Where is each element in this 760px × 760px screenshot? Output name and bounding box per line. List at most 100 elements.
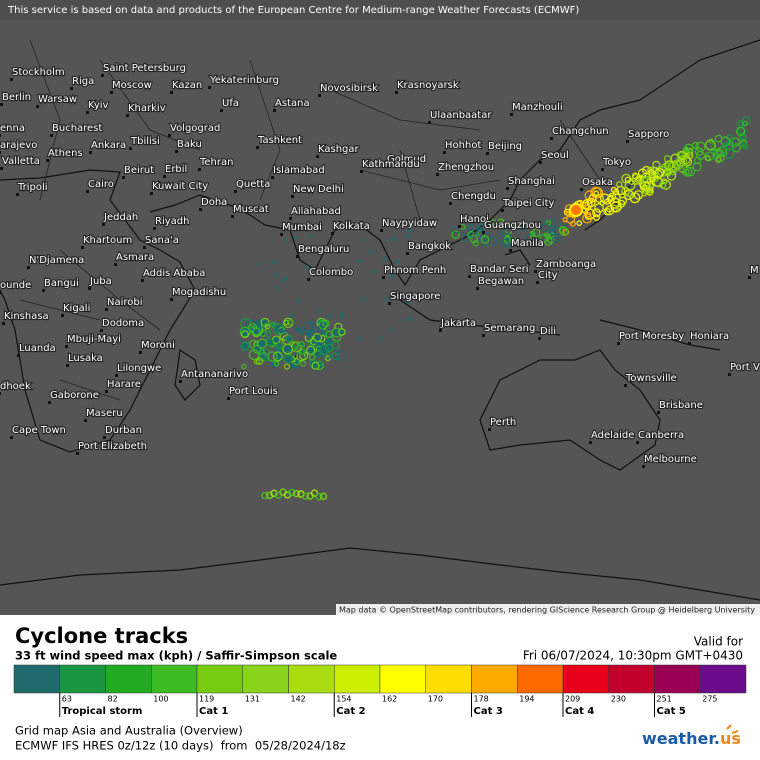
track-point [252, 327, 261, 336]
colorbar-cell [196, 664, 243, 694]
track-point [684, 143, 694, 153]
city-dot [89, 151, 92, 154]
track-point [721, 142, 728, 150]
track-point [283, 329, 288, 334]
city-label: Asmara [116, 252, 154, 263]
track-point [407, 228, 412, 233]
city-dot [150, 192, 153, 195]
city-label: Saint Petersburg [103, 63, 186, 74]
track-point [742, 143, 749, 150]
track-point [643, 181, 654, 192]
track-point [339, 314, 344, 319]
track-point [618, 196, 627, 205]
city-label: Ufa [222, 98, 239, 109]
scale-label: 251 [657, 695, 672, 704]
track-point [704, 139, 716, 151]
city-dot [42, 289, 45, 292]
track-point [255, 357, 264, 365]
scale-label: 209 [565, 695, 580, 704]
city-dot [76, 452, 79, 455]
city-label: Perth [490, 417, 516, 428]
track-point [480, 235, 490, 244]
city-label: Riyadh [155, 216, 189, 227]
city-label: Port Elizabeth [78, 441, 147, 452]
track-point [707, 150, 718, 160]
city-label: Moroni [141, 340, 175, 351]
city-label: Changchun [552, 126, 609, 137]
track-point [293, 235, 298, 240]
city-dot [102, 223, 105, 226]
scale-label: 275 [702, 695, 717, 704]
city-label: Kuwait City [152, 181, 208, 192]
track-point [604, 205, 615, 216]
city-label: Doha [201, 197, 227, 208]
city-dot [0, 167, 3, 170]
city-dot [728, 373, 731, 376]
city-dot [66, 364, 69, 367]
track-point [384, 297, 389, 302]
city-label: Muscat [233, 204, 269, 215]
track-point [720, 136, 731, 147]
city-dot [100, 329, 103, 332]
track-point [273, 272, 278, 277]
track-point [368, 249, 373, 254]
track-point [676, 155, 688, 167]
track-point [663, 160, 674, 171]
city-label: City [538, 270, 558, 281]
city-dot [439, 329, 442, 332]
city-label: Dili [540, 326, 556, 337]
city-dot [170, 298, 173, 301]
track-point [582, 213, 593, 224]
city-label: Sapporo [628, 129, 669, 140]
city-label: Hohhot [445, 140, 481, 151]
track-point [272, 321, 278, 327]
city-dot [153, 227, 156, 230]
city-label: Bangkok [408, 241, 451, 252]
track-point [284, 275, 289, 280]
logo-rays [726, 724, 741, 741]
track-point [685, 166, 696, 177]
track-point [585, 212, 592, 218]
model-info: ECMWF IFS HRES 0z/12z (10 days) from 05/… [15, 739, 346, 753]
track-point [742, 120, 748, 127]
track-point [328, 348, 340, 360]
track-point [533, 239, 539, 246]
city-label: Jakarta [440, 318, 476, 329]
city-label: Volgograd [170, 123, 220, 134]
scale-label: 119 [199, 695, 214, 704]
city-dot [482, 231, 485, 234]
city-label: dhoek [0, 381, 31, 392]
city-label: Honiara [690, 331, 729, 342]
track-point [576, 220, 583, 226]
city-dot [168, 134, 171, 137]
city-label: Valletta [2, 156, 40, 167]
city-dot [0, 392, 1, 395]
track-point [479, 235, 485, 242]
city-dot [10, 436, 13, 439]
track-point [523, 239, 529, 246]
city-label: Sana'a [145, 235, 179, 246]
city-dot [501, 209, 504, 212]
city-label: Bucharest [52, 123, 102, 134]
city-dot [636, 441, 639, 444]
track-point [317, 308, 322, 313]
track-point [288, 488, 296, 497]
city-dot [385, 165, 388, 168]
city-label: Naypyidaw [382, 218, 437, 229]
track-point [520, 222, 526, 228]
track-point [654, 167, 665, 178]
city-dot [626, 140, 629, 143]
city-label: Manzhouli [512, 102, 563, 113]
city-label: Ankara [91, 140, 126, 151]
city-dot [115, 374, 118, 377]
city-label: Moscow [112, 80, 152, 91]
city-dot [488, 428, 491, 431]
city-label: Antananarivo [181, 369, 248, 380]
track-point [716, 153, 725, 163]
colorbar-cell [608, 664, 655, 694]
city-label: Lilongwe [117, 363, 161, 374]
city-dot [50, 134, 53, 137]
track-point [484, 223, 491, 230]
colorbar-cell [517, 664, 564, 694]
city-dot [509, 249, 512, 252]
